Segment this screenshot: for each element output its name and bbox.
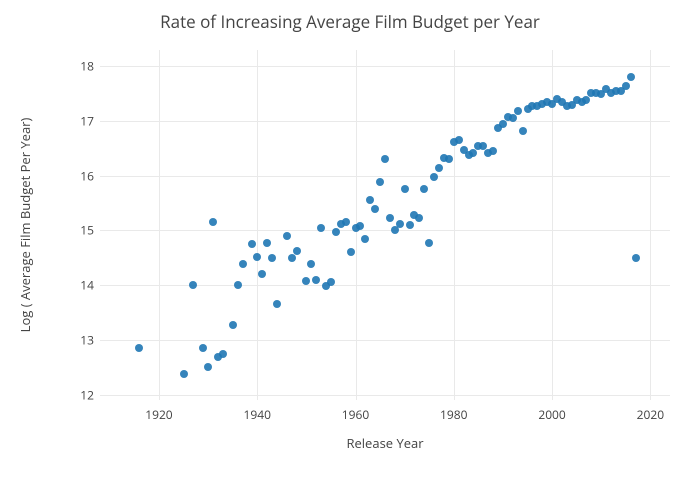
x-tick-label: 1940 bbox=[244, 406, 271, 423]
data-point bbox=[248, 240, 256, 248]
data-point bbox=[381, 155, 389, 163]
data-point bbox=[489, 147, 497, 155]
gridline-horizontal bbox=[100, 340, 670, 341]
gridline-horizontal bbox=[100, 121, 670, 122]
data-point bbox=[342, 218, 350, 226]
data-point bbox=[361, 235, 369, 243]
data-point bbox=[401, 185, 409, 193]
chart-container: Rate of Increasing Average Film Budget p… bbox=[0, 0, 700, 500]
data-point bbox=[622, 82, 630, 90]
data-point bbox=[396, 220, 404, 228]
data-point bbox=[469, 149, 477, 157]
plot-area bbox=[100, 50, 670, 400]
data-point bbox=[302, 277, 310, 285]
data-point bbox=[307, 260, 315, 268]
data-point bbox=[415, 214, 423, 222]
gridline-vertical bbox=[257, 50, 258, 400]
data-point bbox=[499, 120, 507, 128]
chart-title: Rate of Increasing Average Film Budget p… bbox=[0, 10, 700, 33]
data-point bbox=[293, 247, 301, 255]
data-point bbox=[435, 164, 443, 172]
x-tick-label: 1980 bbox=[440, 406, 467, 423]
gridline-horizontal bbox=[100, 66, 670, 67]
data-point bbox=[430, 173, 438, 181]
y-axis-title: Log ( Average Film Budget Per Year) bbox=[16, 118, 34, 333]
x-tick-label: 1960 bbox=[342, 406, 369, 423]
data-point bbox=[519, 127, 527, 135]
data-point bbox=[283, 232, 291, 240]
data-point bbox=[209, 218, 217, 226]
data-point bbox=[199, 344, 207, 352]
data-point bbox=[312, 276, 320, 284]
data-point bbox=[317, 224, 325, 232]
data-point bbox=[239, 260, 247, 268]
gridline-horizontal bbox=[100, 285, 670, 286]
y-tick-label: 14 bbox=[70, 277, 94, 294]
data-point bbox=[425, 239, 433, 247]
data-point bbox=[509, 114, 517, 122]
y-tick-label: 16 bbox=[70, 167, 94, 184]
data-point bbox=[455, 136, 463, 144]
gridline-vertical bbox=[454, 50, 455, 400]
data-point bbox=[234, 281, 242, 289]
data-point bbox=[273, 300, 281, 308]
data-point bbox=[135, 344, 143, 352]
data-point bbox=[229, 321, 237, 329]
gridline-vertical bbox=[159, 50, 160, 400]
y-tick-label: 17 bbox=[70, 113, 94, 130]
data-point bbox=[445, 155, 453, 163]
data-point bbox=[371, 205, 379, 213]
gridline-horizontal bbox=[100, 176, 670, 177]
data-point bbox=[347, 248, 355, 256]
data-point bbox=[327, 278, 335, 286]
data-point bbox=[332, 228, 340, 236]
x-tick-label: 2000 bbox=[538, 406, 565, 423]
gridline-vertical bbox=[650, 50, 651, 400]
data-point bbox=[189, 281, 197, 289]
data-point bbox=[582, 96, 590, 104]
y-tick-label: 13 bbox=[70, 331, 94, 348]
data-point bbox=[180, 370, 188, 378]
data-point bbox=[514, 107, 522, 115]
data-point bbox=[356, 222, 364, 230]
data-point bbox=[268, 254, 276, 262]
data-point bbox=[406, 221, 414, 229]
y-tick-label: 12 bbox=[70, 386, 94, 403]
data-point bbox=[219, 350, 227, 358]
data-point bbox=[204, 363, 212, 371]
data-point bbox=[263, 239, 271, 247]
y-tick-label: 18 bbox=[70, 58, 94, 75]
data-point bbox=[376, 178, 384, 186]
data-point bbox=[420, 185, 428, 193]
x-tick-label: 1920 bbox=[145, 406, 172, 423]
data-point bbox=[627, 73, 635, 81]
gridline-horizontal bbox=[100, 230, 670, 231]
data-point bbox=[366, 196, 374, 204]
data-point bbox=[386, 214, 394, 222]
gridline-horizontal bbox=[100, 395, 670, 396]
data-point bbox=[258, 270, 266, 278]
x-axis-title: Release Year bbox=[346, 434, 423, 452]
y-tick-label: 15 bbox=[70, 222, 94, 239]
x-tick-label: 2020 bbox=[637, 406, 664, 423]
data-point bbox=[253, 253, 261, 261]
data-point bbox=[632, 254, 640, 262]
